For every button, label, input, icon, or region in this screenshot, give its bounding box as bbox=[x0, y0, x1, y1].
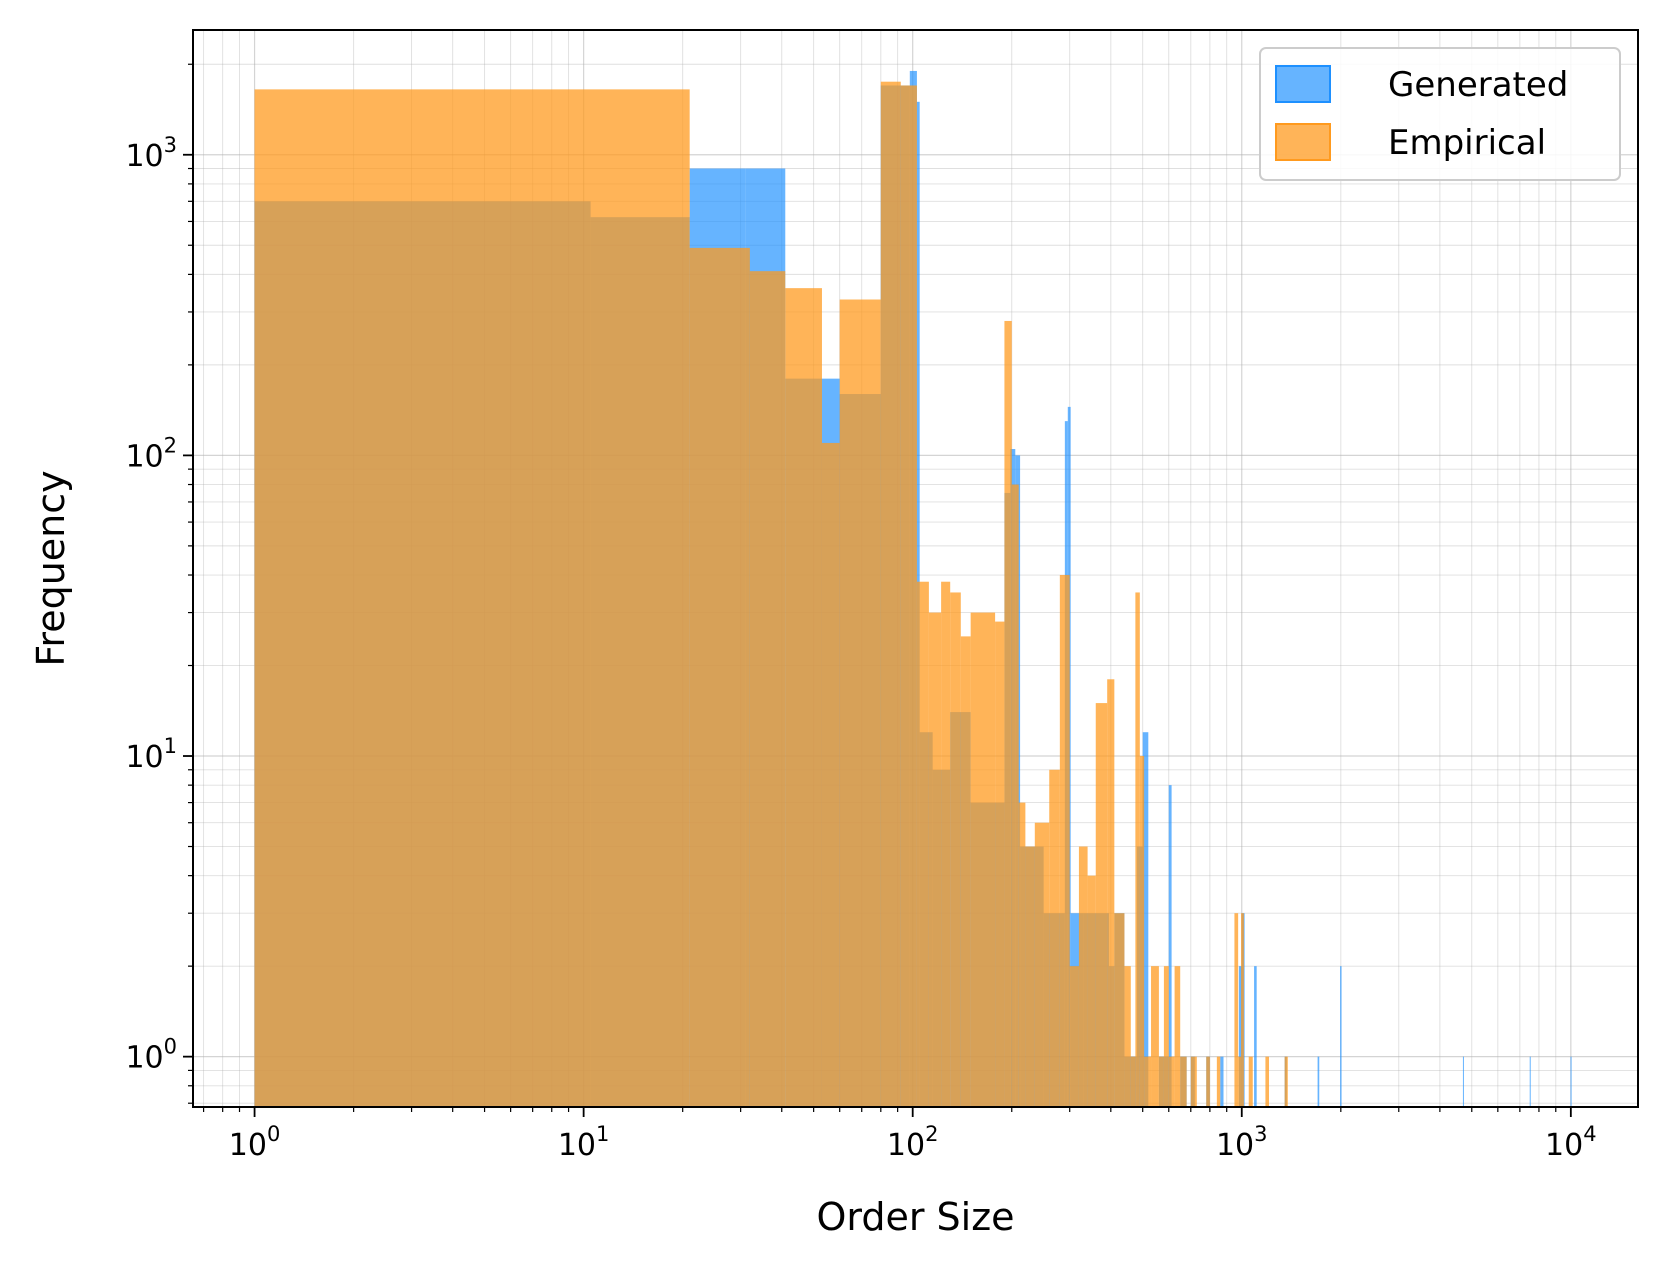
histogram-bar bbox=[970, 612, 996, 1107]
histogram-bar bbox=[1340, 966, 1342, 1107]
histogram-bar bbox=[1049, 769, 1060, 1107]
y-tick-label: 100 bbox=[125, 1035, 177, 1076]
histogram-bar bbox=[995, 621, 1005, 1107]
histogram-bar bbox=[749, 271, 786, 1107]
histogram-bar bbox=[1139, 756, 1145, 1107]
histogram-bar bbox=[1135, 592, 1140, 1107]
histogram-bar bbox=[1216, 1056, 1221, 1107]
histogram-bar bbox=[880, 81, 901, 1107]
y-axis-label: Frequency bbox=[29, 470, 73, 666]
histogram-bar bbox=[950, 592, 961, 1107]
histogram-bar bbox=[1025, 846, 1035, 1107]
histogram-bar bbox=[1124, 966, 1131, 1107]
histogram-bar bbox=[900, 85, 917, 1108]
axes: 100 101 102 103 104 100 101 102 103 bbox=[125, 29, 1639, 1163]
histogram-bar bbox=[1142, 732, 1149, 1107]
legend-box bbox=[1259, 47, 1621, 181]
histogram-bar bbox=[1265, 1056, 1270, 1107]
histogram-bar bbox=[821, 442, 840, 1107]
histogram-bar bbox=[1234, 913, 1239, 1107]
histogram-bar bbox=[1248, 1056, 1253, 1107]
x-tick-label: 102 bbox=[887, 1122, 939, 1163]
histogram-bar bbox=[1087, 875, 1096, 1107]
histogram-bar bbox=[1107, 679, 1115, 1107]
legend-swatch-empirical bbox=[1275, 123, 1331, 161]
histogram-bar bbox=[1174, 966, 1181, 1107]
histogram-bar bbox=[1284, 1056, 1288, 1107]
histogram-bar bbox=[1241, 913, 1244, 1107]
histogram-bar bbox=[1034, 822, 1050, 1107]
x-tick-label: 101 bbox=[558, 1122, 610, 1163]
x-axis-label: Order Size bbox=[816, 1195, 1014, 1239]
histogram-bar bbox=[960, 636, 971, 1107]
legend-label-empirical: Empirical bbox=[1388, 123, 1546, 163]
histogram-bar bbox=[1220, 1056, 1224, 1107]
histogram-bar bbox=[1069, 966, 1079, 1107]
histogram-bar bbox=[1144, 1056, 1152, 1107]
histogram-bar bbox=[1317, 1056, 1320, 1107]
histogram-bar bbox=[839, 299, 881, 1107]
legend: Generated Empirical bbox=[1259, 47, 1621, 181]
histogram-bar bbox=[1529, 1056, 1531, 1107]
histogram-bar bbox=[1018, 802, 1026, 1107]
histogram-bar bbox=[1163, 966, 1169, 1107]
y-tick-label: 103 bbox=[125, 133, 177, 174]
histogram-bar bbox=[1130, 1056, 1136, 1107]
histogram-bar bbox=[1238, 966, 1242, 1107]
plot-frame bbox=[192, 29, 1639, 1108]
histogram-bar bbox=[1011, 484, 1019, 1108]
histogram-bar bbox=[1180, 1056, 1187, 1107]
histogram-bar bbox=[785, 288, 822, 1108]
histogram-bar bbox=[1206, 1056, 1210, 1107]
histogram-bar bbox=[928, 612, 942, 1107]
histogram-bar bbox=[916, 581, 929, 1107]
x-tick-label: 104 bbox=[1545, 1122, 1597, 1163]
y-tick-label: 101 bbox=[125, 734, 177, 775]
histogram-bar bbox=[1570, 1056, 1572, 1107]
histogram-bar bbox=[254, 89, 690, 1107]
histogram-bar bbox=[1095, 703, 1108, 1107]
x-tick-label: 103 bbox=[1216, 1122, 1268, 1163]
series-empirical-bars bbox=[254, 81, 1288, 1108]
histogram-bar bbox=[1168, 785, 1172, 1107]
histogram-bar bbox=[1059, 575, 1070, 1107]
x-tick-label: 100 bbox=[229, 1122, 281, 1163]
histogram-bar bbox=[1158, 1056, 1164, 1107]
histogram-bar bbox=[941, 581, 951, 1107]
histogram-bar bbox=[1151, 966, 1159, 1107]
histogram-bar bbox=[1168, 1056, 1175, 1107]
legend-swatch-generated bbox=[1275, 65, 1331, 103]
histogram-bar bbox=[1190, 1056, 1197, 1107]
histogram-bar bbox=[1254, 966, 1257, 1107]
histogram-bar bbox=[1462, 1056, 1464, 1107]
legend-label-generated: Generated bbox=[1388, 65, 1568, 105]
histogram-bar bbox=[1004, 320, 1012, 1107]
histogram-bar bbox=[1114, 913, 1125, 1107]
histogram-bar bbox=[1078, 846, 1088, 1107]
y-tick-label: 102 bbox=[125, 433, 177, 474]
histogram-bars bbox=[254, 70, 1572, 1108]
histogram-bar bbox=[689, 247, 750, 1107]
histogram-bar bbox=[1238, 1056, 1242, 1107]
